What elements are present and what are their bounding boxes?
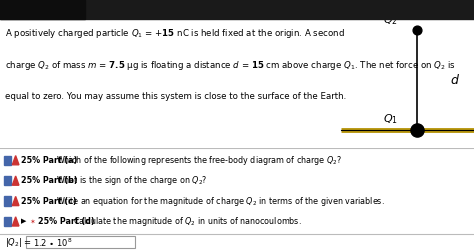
Text: A positively charged particle $Q_1$ = +$\mathbf{15}$ nC is held fixed at the ori: A positively charged particle $Q_1$ = +$…	[5, 27, 345, 40]
Text: 25% Part (d): 25% Part (d)	[38, 217, 94, 226]
Bar	[4, 176, 11, 185]
Text: Which of the following represents the free-body diagram of charge $Q_2$?: Which of the following represents the fr…	[56, 154, 342, 167]
Text: ▶: ▶	[21, 218, 26, 224]
Bar	[4, 156, 11, 165]
Text: What is the sign of the charge on $Q_2$?: What is the sign of the charge on $Q_2$?	[56, 174, 208, 187]
Polygon shape	[12, 156, 19, 165]
Text: 25% Part (c): 25% Part (c)	[21, 196, 76, 205]
Polygon shape	[12, 217, 19, 226]
Text: $d$: $d$	[450, 73, 460, 87]
Text: equal to zero. You may assume this system is close to the surface of the Earth.: equal to zero. You may assume this syste…	[5, 92, 346, 101]
Point	[413, 128, 421, 132]
Bar	[4, 196, 11, 205]
Text: Write an equation for the magnitude of charge $Q_2$ in terms of the given variab: Write an equation for the magnitude of c…	[56, 194, 385, 207]
Text: $Q_1$: $Q_1$	[383, 112, 398, 126]
FancyBboxPatch shape	[26, 236, 135, 248]
Bar	[4, 217, 11, 226]
Text: $|Q_2|$ =: $|Q_2|$ =	[5, 236, 32, 249]
Text: $Q_2$: $Q_2$	[383, 13, 398, 27]
Text: 1.2 $\bullet$ 10$^{8}$: 1.2 $\bullet$ 10$^{8}$	[33, 236, 73, 248]
Bar	[0, 0, 474, 19]
Text: 25% Part (b): 25% Part (b)	[21, 176, 77, 185]
Polygon shape	[12, 196, 19, 205]
Text: ✶: ✶	[29, 218, 35, 224]
Text: Calculate the magnitude of $Q_2$ in units of nanocoulombs.: Calculate the magnitude of $Q_2$ in unit…	[73, 215, 302, 228]
Polygon shape	[12, 176, 19, 185]
Text: charge $Q_2$ of mass $m$ = $\mathbf{7.5}$ μg is floating a distance $d$ = $\math: charge $Q_2$ of mass $m$ = $\mathbf{7.5}…	[5, 59, 456, 72]
Bar	[0, 0, 85, 19]
Text: 25% Part (a): 25% Part (a)	[21, 156, 77, 165]
Point	[413, 28, 421, 32]
